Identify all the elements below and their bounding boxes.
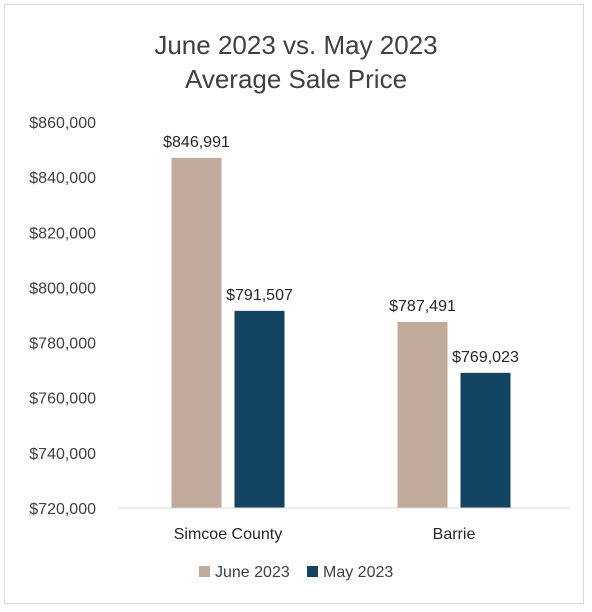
legend-swatch (199, 566, 210, 577)
data-labels: $846,991 $791,507 $787,491 $769,023 (163, 134, 519, 366)
y-tick-label: $800,000 (29, 280, 96, 297)
y-tick-label: $760,000 (29, 391, 96, 408)
data-label: $846,991 (163, 134, 230, 151)
data-label: $791,507 (226, 287, 293, 304)
data-label: $787,491 (389, 298, 456, 315)
bar-june-2023-simcoe-county (171, 157, 222, 508)
y-tick-label: $820,000 (29, 225, 96, 242)
bars (171, 157, 511, 508)
y-tick-label: $780,000 (29, 336, 96, 353)
x-category-label: Barrie (433, 526, 476, 543)
legend-swatch (307, 566, 318, 577)
chart-title-line-1: June 2023 vs. May 2023 (154, 30, 437, 60)
y-tick-label: $740,000 (29, 446, 96, 463)
bar-may-2023-barrie (460, 372, 511, 508)
x-axis: Simcoe County Barrie (174, 526, 476, 543)
chart-title: June 2023 vs. May 2023 Average Sale Pric… (154, 30, 437, 94)
y-tick-label: $860,000 (29, 115, 96, 132)
data-label: $769,023 (452, 349, 519, 366)
y-tick-label: $720,000 (29, 501, 96, 518)
x-category-label: Simcoe County (174, 526, 283, 543)
legend-label: May 2023 (323, 564, 393, 581)
bar-june-2023-barrie (397, 321, 448, 508)
legend: June 2023 May 2023 (199, 564, 393, 581)
bar-may-2023-simcoe-county (234, 310, 285, 508)
legend-label: June 2023 (215, 564, 290, 581)
y-axis: $720,000 $740,000 $760,000 $780,000 $800,000… (29, 115, 96, 518)
chart-title-line-2: Average Sale Price (185, 64, 407, 94)
y-tick-label: $840,000 (29, 170, 96, 187)
